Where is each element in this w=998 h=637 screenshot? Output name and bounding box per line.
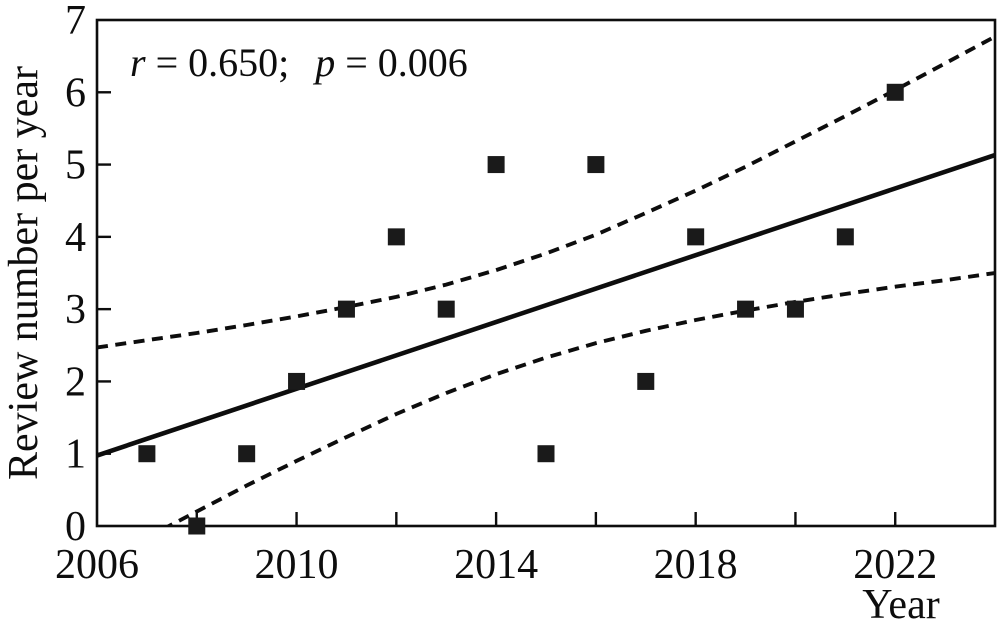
data-point (886, 83, 904, 101)
data-point (786, 300, 804, 318)
data-point (537, 445, 555, 463)
data-point (387, 228, 405, 246)
data-point (487, 156, 505, 174)
x-tick-label: 2018 (654, 542, 738, 588)
data-point (288, 372, 306, 390)
x-tick-label: 2022 (853, 542, 937, 588)
data-point (437, 300, 455, 318)
y-tick-label: 0 (65, 504, 86, 550)
x-tick-label: 2014 (454, 542, 538, 588)
data-point (138, 445, 156, 463)
data-point (188, 517, 206, 535)
r-value-text: = 0.650; (156, 40, 290, 85)
confidence-band (97, 34, 995, 526)
ci-upper-curve (97, 34, 995, 350)
p-symbol: p (312, 40, 335, 85)
x-axis-title: Year (862, 582, 939, 628)
y-tick-label: 6 (65, 70, 86, 116)
data-points (138, 83, 904, 535)
axis-tick-labels: 2006 2010 2014 2018 2022 0 1 2 3 4 5 6 7 (55, 0, 937, 588)
data-point (587, 156, 605, 174)
x-tick-label: 2010 (255, 542, 339, 588)
data-point (687, 228, 705, 246)
data-point (836, 228, 854, 246)
p-value-text: = 0.006 (345, 40, 468, 85)
y-tick-label: 1 (65, 432, 86, 478)
stats-annotation: r = 0.650; p = 0.006 (130, 40, 468, 85)
y-axis-title: Review number per year (1, 66, 47, 480)
data-point (337, 300, 355, 318)
y-tick-label: 4 (65, 215, 86, 261)
data-point (238, 445, 256, 463)
axis-ticks (97, 91, 897, 526)
ci-lower-curve (164, 271, 995, 526)
data-point (737, 300, 755, 318)
data-point (637, 372, 655, 390)
regression-line (97, 152, 995, 458)
y-tick-label: 2 (65, 359, 86, 405)
y-tick-label: 3 (65, 287, 86, 333)
y-tick-label: 7 (65, 0, 86, 44)
r-symbol: r (130, 40, 146, 85)
y-tick-label: 5 (65, 143, 86, 189)
x-tick-label: 2006 (55, 542, 139, 588)
